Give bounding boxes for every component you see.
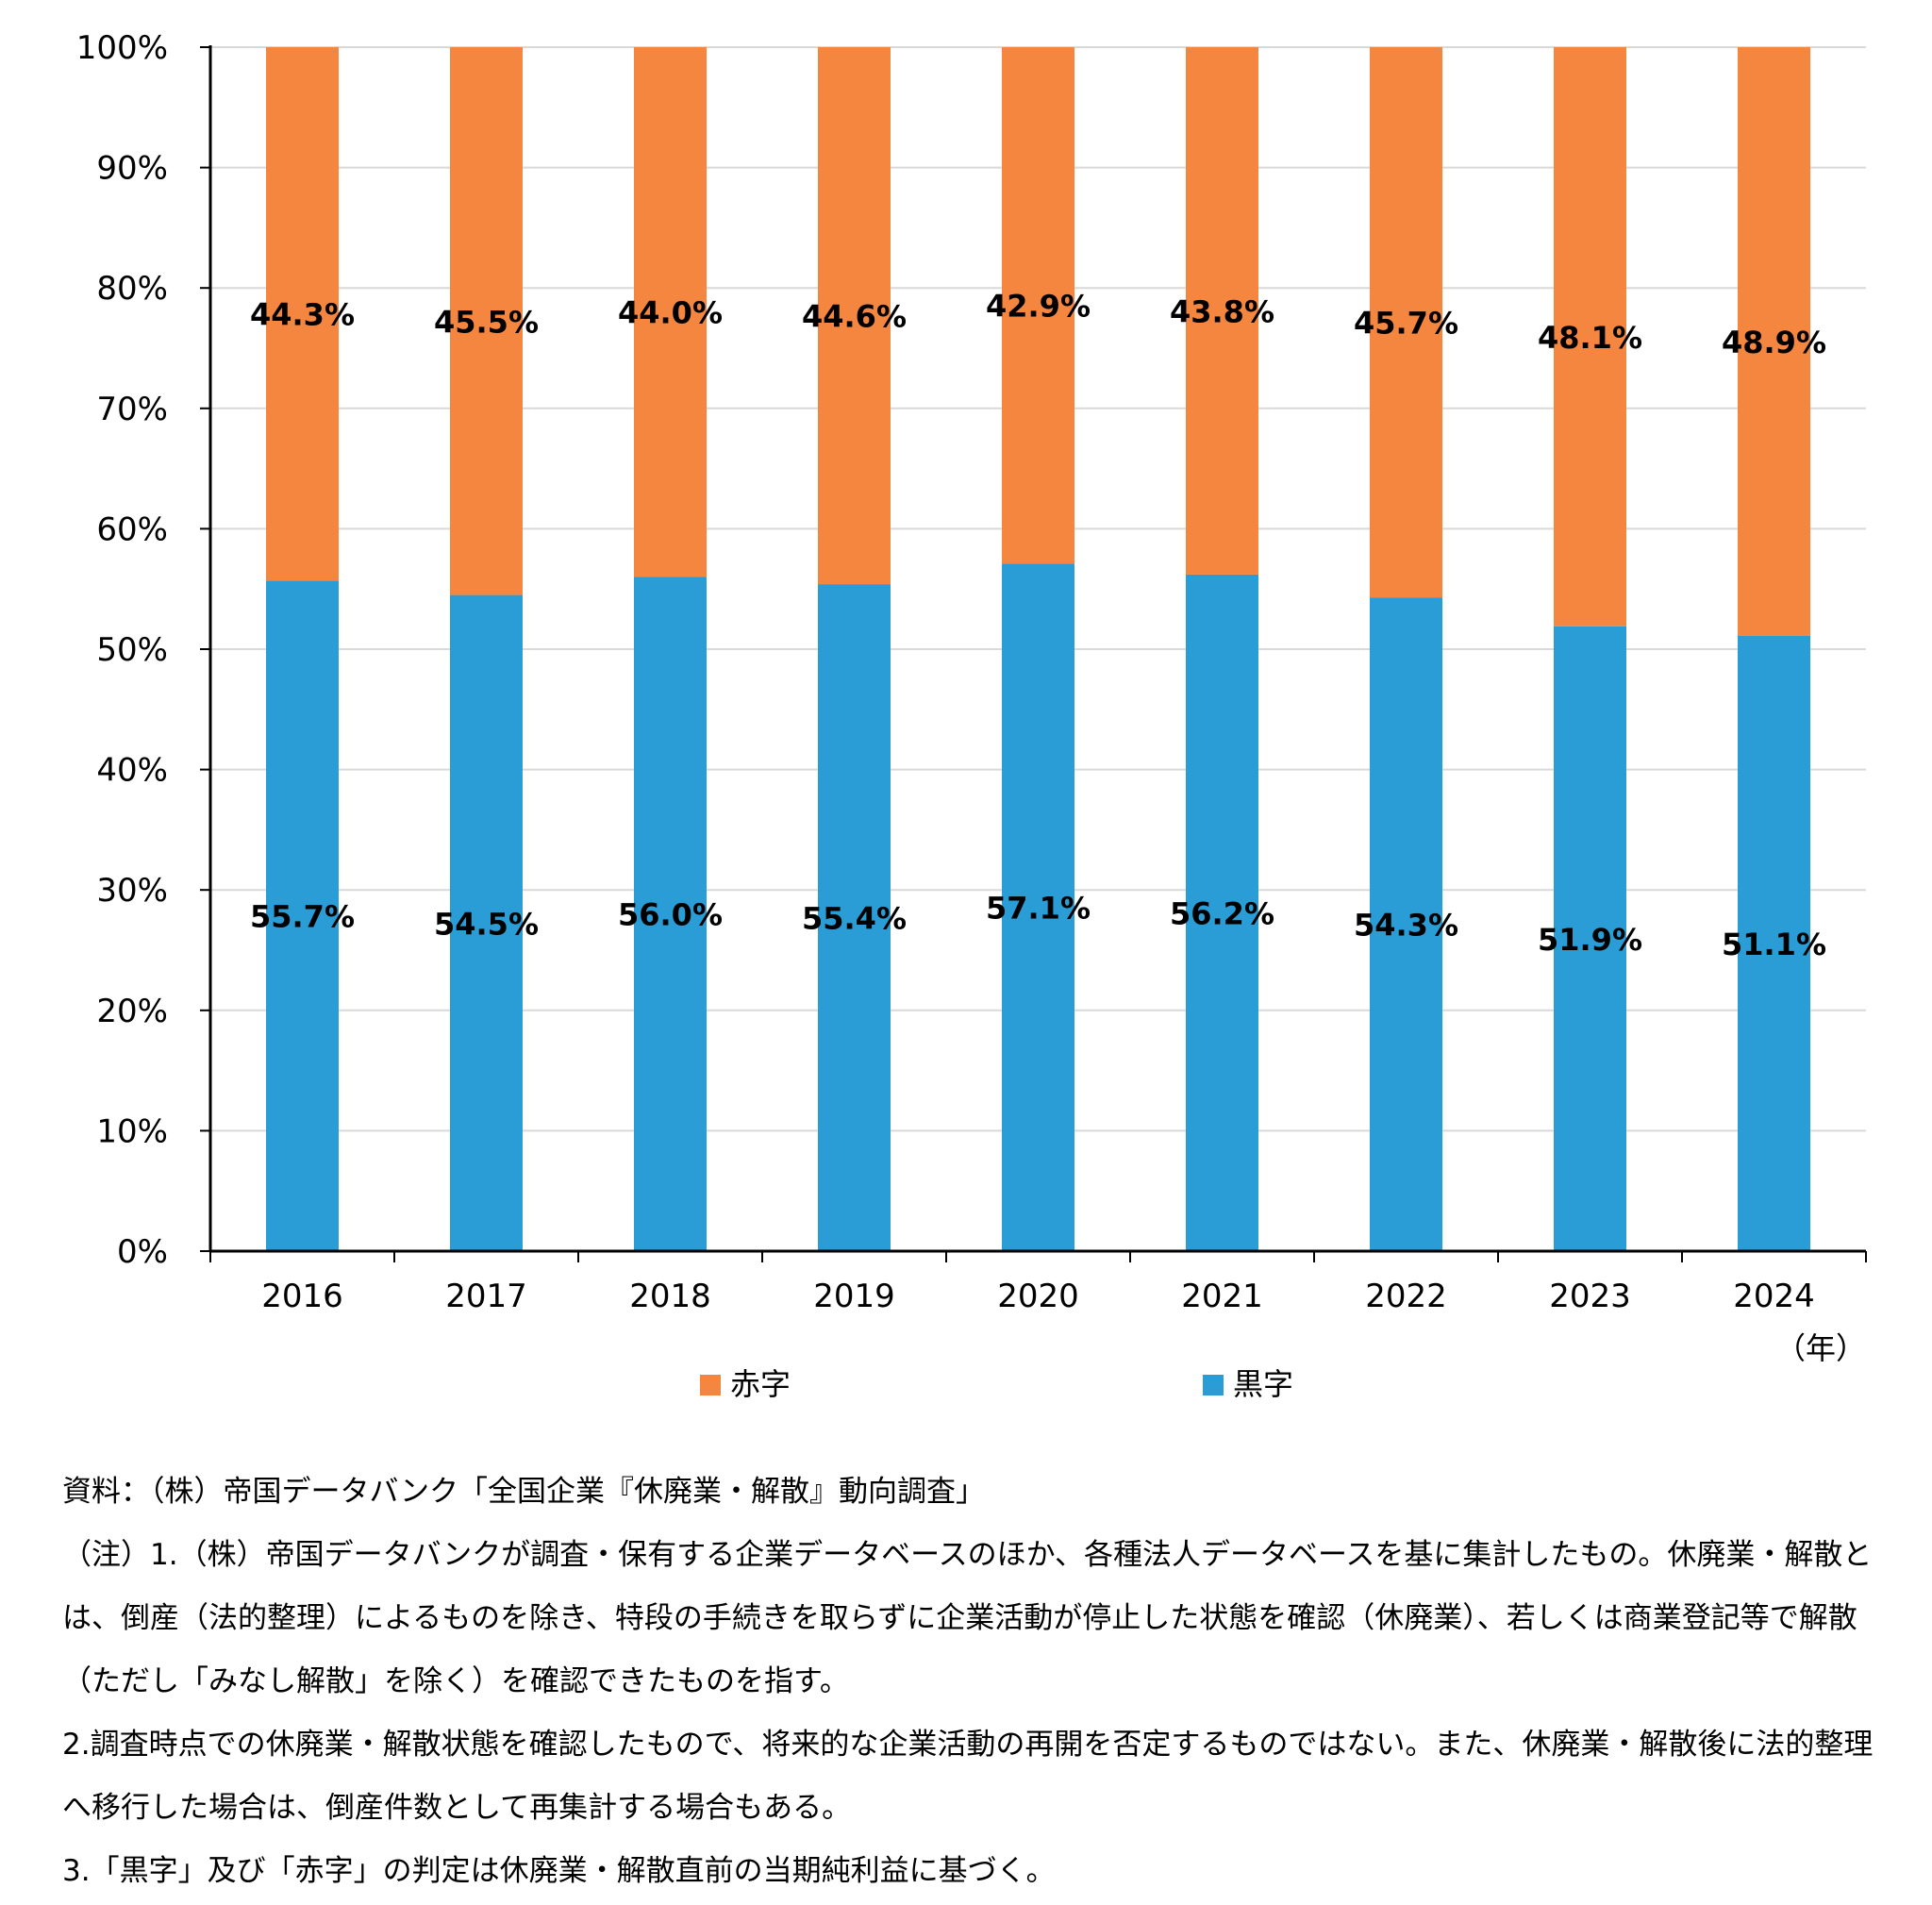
y-tick-label: 60% xyxy=(96,510,168,548)
data-label: 45.7% xyxy=(1354,306,1458,342)
bar-akaji-2017 xyxy=(450,47,523,595)
y-tick-label: 50% xyxy=(96,631,168,669)
data-label: 43.8% xyxy=(1170,293,1274,329)
x-tick-label: 2018 xyxy=(629,1278,711,1315)
x-axis-unit: （年） xyxy=(1775,1330,1866,1366)
bar-kuroji-2021 xyxy=(1186,574,1258,1251)
notes-section: 資料：（株）帝国データバンク「全国企業『休廃業・解散』動向調査」 （注）1.（株… xyxy=(62,1461,1883,1903)
bar-akaji-2021 xyxy=(1186,47,1258,575)
y-tick-label: 0% xyxy=(117,1233,168,1271)
data-label: 44.0% xyxy=(618,295,723,331)
data-label: 55.7% xyxy=(250,899,355,935)
y-tick-label: 70% xyxy=(96,391,168,428)
y-tick-label: 90% xyxy=(96,150,168,188)
note-3: 3.「黒字」及び「赤字」の判定は休廃業・解散直前の当期純利益に基づく。 xyxy=(62,1854,1056,1888)
x-tick-label: 2020 xyxy=(997,1278,1079,1315)
y-tick-label: 100% xyxy=(76,29,168,67)
bar-kuroji-2023 xyxy=(1554,626,1626,1251)
y-tick-label: 10% xyxy=(96,1112,168,1150)
data-label: 51.9% xyxy=(1538,922,1642,958)
data-label: 48.1% xyxy=(1538,320,1642,356)
legend-akaji-swatch xyxy=(700,1375,721,1395)
data-label: 44.3% xyxy=(250,297,355,333)
note-1: （注）1.（株）帝国データバンクが調査・保有する企業データベースのほか、各種法人… xyxy=(62,1538,1873,1698)
data-label: 44.6% xyxy=(802,299,907,335)
stacked-bar-chart: 0% 10% 20% 30% 40% 50% 60% 70% 80% 90% 100% 55.7% 54… xyxy=(76,29,1867,1402)
legend-kuroji-swatch xyxy=(1203,1375,1224,1395)
bar-kuroji-2017 xyxy=(450,594,523,1251)
legend-akaji-label: 赤字 xyxy=(730,1366,791,1402)
data-label: 56.0% xyxy=(618,897,723,933)
bar-kuroji-2024 xyxy=(1738,635,1810,1251)
y-tick-label: 30% xyxy=(96,872,168,910)
data-label: 54.5% xyxy=(434,906,539,942)
note-2: 2.調査時点での休廃業・解散状態を確認したもので、将来的な企業活動の再開を否定す… xyxy=(62,1728,1874,1825)
x-tick-label: 2019 xyxy=(813,1278,895,1315)
bar-akaji-2024 xyxy=(1738,47,1810,636)
x-tick-label: 2016 xyxy=(261,1278,343,1315)
y-tick-label: 20% xyxy=(96,993,168,1030)
bar-kuroji-2022 xyxy=(1370,597,1442,1251)
data-label: 55.4% xyxy=(802,901,907,937)
x-tick-label: 2021 xyxy=(1181,1278,1263,1315)
data-label: 42.9% xyxy=(986,289,1091,325)
chart-canvas: 0% 10% 20% 30% 40% 50% 60% 70% 80% 90% 100% 55.7% 54… xyxy=(76,29,1867,1402)
x-tick-label: 2023 xyxy=(1549,1278,1631,1315)
data-label: 56.2% xyxy=(1170,895,1274,931)
bar-akaji-2018 xyxy=(634,47,707,577)
data-label: 45.5% xyxy=(434,304,539,340)
bar-akaji-2022 xyxy=(1370,47,1442,598)
y-tick-label: 40% xyxy=(96,752,168,790)
data-label: 54.3% xyxy=(1354,908,1458,944)
bar-akaji-2023 xyxy=(1554,47,1626,627)
y-tick-label: 80% xyxy=(96,270,168,308)
bar-akaji-2020 xyxy=(1002,47,1074,564)
data-label: 51.1% xyxy=(1722,927,1826,962)
legend-kuroji-label: 黒字 xyxy=(1233,1366,1293,1402)
bar-kuroji-2018 xyxy=(634,577,707,1251)
x-tick-label: 2017 xyxy=(445,1278,527,1315)
x-tick-label: 2024 xyxy=(1733,1278,1815,1315)
bar-kuroji-2016 xyxy=(266,580,339,1251)
bar-kuroji-2020 xyxy=(1002,563,1074,1251)
source-note: 資料：（株）帝国データバンク「全国企業『休廃業・解散』動向調査」 xyxy=(62,1475,986,1509)
x-tick-label: 2022 xyxy=(1365,1278,1447,1315)
data-label: 48.9% xyxy=(1722,325,1826,360)
bar-akaji-2016 xyxy=(266,47,339,581)
bar-kuroji-2019 xyxy=(818,584,891,1251)
data-label: 57.1% xyxy=(986,891,1091,927)
bar-akaji-2019 xyxy=(818,47,891,585)
